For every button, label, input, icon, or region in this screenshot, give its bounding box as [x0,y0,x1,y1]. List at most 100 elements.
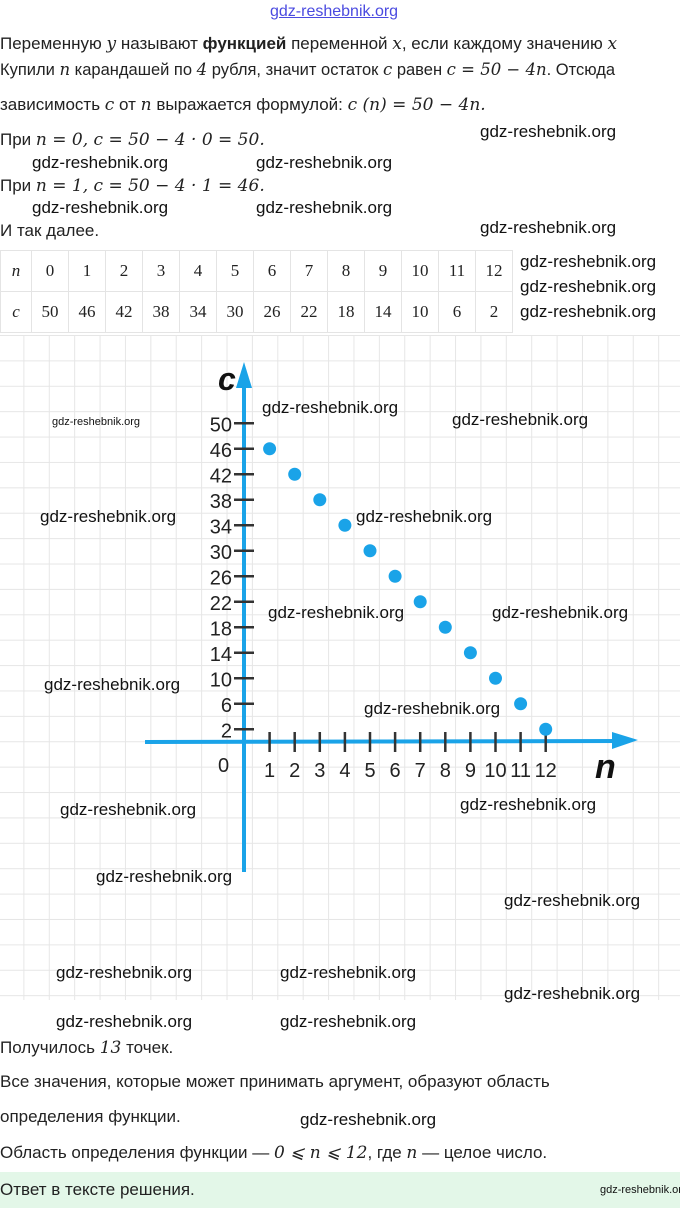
x-tick-label: 10 [484,760,506,782]
graph-paper [0,335,680,1000]
table-cell: 14 [364,291,402,333]
y-tick-label: 26 [210,567,232,589]
data-point [338,518,352,532]
table-cell: 9 [364,250,402,292]
y-axis-label: c [218,361,236,397]
text-line-3: зависимость c от n выражается формулой: … [0,95,486,115]
x-tick-label: 11 [510,760,531,782]
x-tick-label: 9 [465,760,476,782]
x-tick-label: 4 [339,760,350,782]
watermark: gdz-reshebnik.org [56,1012,193,1031]
y-tick-label: 14 [210,644,232,666]
y-tick-label: 34 [210,516,232,538]
origin-label: 0 [218,755,229,777]
table-row-c: c 50 46 42 38 34 30 26 22 18 14 10 6 2 [0,291,513,333]
text-bottom-3: определения функции. [0,1107,181,1126]
x-axis-arrow-icon [612,732,638,749]
data-point [438,620,452,634]
table-cell: 10 [401,291,439,333]
watermark: gdz-reshebnik.org [52,416,141,428]
answer-box: Ответ в тексте решения. [0,1172,680,1208]
watermark: gdz-reshebnik.org [452,410,589,429]
table-cell: 7 [290,250,328,292]
watermark: gdz-reshebnik.org [492,603,629,622]
watermark: gdz-reshebnik.org [364,699,501,718]
watermark: gdz-reshebnik.org [280,963,417,982]
watermark: gdz-reshebnik.org [262,398,399,417]
y-tick-label: 42 [210,465,232,487]
watermark: gdz-reshebnik.org [60,800,197,819]
y-axis-arrow-icon [236,362,252,388]
text-bottom-1: Получилось 13 точек. [0,1038,174,1058]
x-tick-label: 3 [314,760,325,782]
y-tick-label: 10 [210,669,232,691]
text-bottom-2: Все значения, которые может принимать ар… [0,1072,550,1091]
watermark: gdz-reshebnik.org [480,122,617,141]
values-table: n 0 1 2 3 4 5 6 7 8 9 10 11 12 c 50 46 42 38 34 30 26 22 18 14 1… [0,250,513,333]
table-cell: 22 [290,291,328,333]
data-point [413,595,427,609]
watermark: gdz-reshebnik.org [480,218,617,237]
watermark: gdz-reshebnik.org [600,1184,680,1196]
table-cell: 0 [31,250,69,292]
x-tick-label: 12 [535,760,557,782]
watermark: gdz-reshebnik.org [504,984,641,1003]
y-tick-label: 30 [210,542,232,564]
data-point [288,467,302,481]
data-point [263,442,277,456]
table-cell: 26 [253,291,291,333]
x-tick-label: 1 [264,760,275,782]
y-tick-label: 22 [210,593,232,615]
watermark: gdz-reshebnik.org [300,1110,437,1129]
table-cell: n [0,250,32,292]
table-cell: 42 [105,291,143,333]
y-tick-label: 6 [221,695,232,717]
text-line-2: Купили n карандашей по 4 рубля, значит о… [0,60,616,79]
table-cell: 2 [475,291,513,333]
table-cell: 6 [438,291,476,333]
table-cell: 12 [475,250,513,292]
y-tick-label: 2 [221,720,232,742]
text-line-4: При n = 0, c = 50 − 4 · 0 = 50. [0,130,265,150]
watermark: gdz-reshebnik.org [44,675,181,694]
watermark: gdz-reshebnik.org [96,867,233,886]
table-cell: 46 [68,291,106,333]
watermark: gdz-reshebnik.org [40,507,177,526]
text-line-5: При n = 1, c = 50 − 4 · 1 = 46. [0,176,265,196]
table-cell: 3 [142,250,180,292]
watermark: gdz-reshebnik.org [256,198,393,217]
table-row-n: n 0 1 2 3 4 5 6 7 8 9 10 11 12 [0,250,513,292]
data-point [363,544,377,558]
data-point [313,493,327,507]
x-tick-label: 6 [390,760,401,782]
x-axis-label: n [595,748,616,786]
watermark: gdz-reshebnik.org [356,507,493,526]
table-cell: 8 [327,250,365,292]
watermark: gdz-reshebnik.org [256,153,393,172]
watermark: gdz-reshebnik.org [280,1012,417,1031]
watermark: gdz-reshebnik.org [460,795,597,814]
y-tick-label: 46 [210,440,232,462]
table-cell: 10 [401,250,439,292]
text-bottom-4: Область определения функции — 0 ⩽ n ⩽ 12… [0,1143,548,1163]
data-point [539,722,553,736]
watermark: gdz-reshebnik.org [520,302,657,321]
y-tick-label: 18 [210,618,232,640]
watermark: gdz-reshebnik.org [32,198,169,217]
x-tick-label: 7 [415,760,426,782]
watermark: gdz-reshebnik.org [520,277,657,296]
table-cell: 18 [327,291,365,333]
x-axis [144,739,626,744]
watermark: gdz-reshebnik.org [268,603,405,622]
site-link[interactable]: gdz-reshebnik.org [270,3,399,20]
x-tick-label: 5 [364,760,375,782]
table-cell: 5 [216,250,254,292]
watermark: gdz-reshebnik.org [504,891,641,910]
data-point [388,569,402,583]
data-point [463,646,477,660]
watermark: gdz-reshebnik.org [56,963,193,982]
watermark: gdz-reshebnik.org [520,252,657,271]
text-line-1: Переменную y называют функцией переменно… [0,34,618,54]
x-tick-label: 8 [440,760,451,782]
